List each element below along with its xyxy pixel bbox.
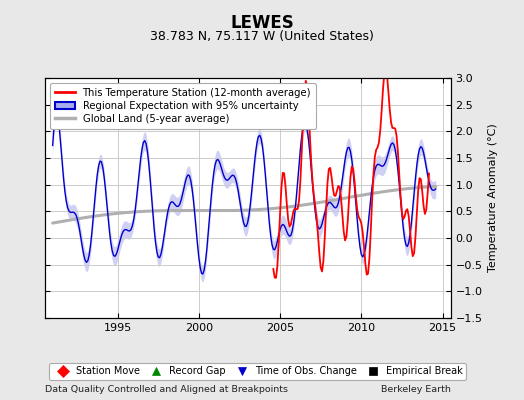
Legend: Station Move, Record Gap, Time of Obs. Change, Empirical Break: Station Move, Record Gap, Time of Obs. C… — [49, 362, 466, 380]
Y-axis label: Temperature Anomaly (°C): Temperature Anomaly (°C) — [488, 124, 498, 272]
Text: Berkeley Earth: Berkeley Earth — [381, 385, 451, 394]
Text: Data Quality Controlled and Aligned at Breakpoints: Data Quality Controlled and Aligned at B… — [45, 385, 288, 394]
Text: LEWES: LEWES — [230, 14, 294, 32]
Text: 38.783 N, 75.117 W (United States): 38.783 N, 75.117 W (United States) — [150, 30, 374, 43]
